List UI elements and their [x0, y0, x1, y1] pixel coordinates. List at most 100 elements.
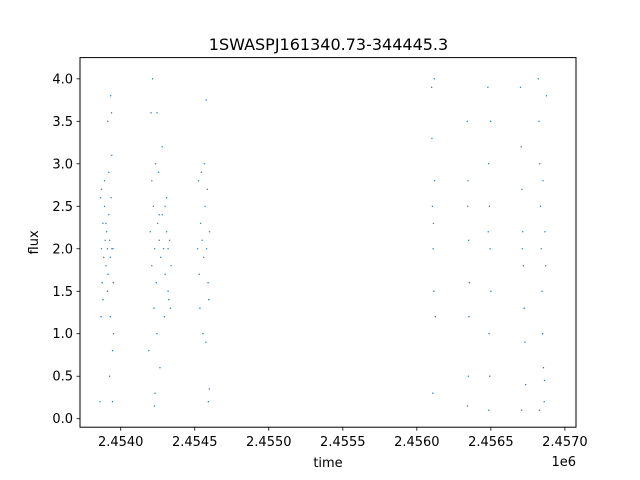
data-point	[170, 265, 172, 267]
data-point	[198, 273, 200, 275]
data-point	[433, 78, 436, 80]
data-point	[432, 248, 434, 250]
data-point	[206, 188, 209, 190]
data-point	[487, 163, 490, 165]
data-point	[107, 273, 109, 275]
data-point	[102, 256, 105, 258]
data-point	[157, 171, 160, 173]
data-point	[434, 316, 437, 318]
data-point	[208, 231, 211, 233]
data-point	[158, 214, 160, 216]
x-tick-label: 2.4555	[320, 435, 366, 450]
data-point	[431, 137, 433, 140]
data-point	[110, 197, 112, 199]
data-point	[488, 375, 491, 377]
data-point	[202, 333, 204, 335]
data-point	[521, 188, 523, 190]
data-point	[199, 222, 202, 224]
data-point	[544, 231, 546, 233]
data-point	[108, 375, 111, 377]
x-tick-label: 2.4545	[172, 435, 218, 450]
data-point	[165, 197, 168, 199]
y-tick-label: 0.0	[52, 412, 73, 427]
data-point	[168, 299, 170, 301]
data-point	[100, 248, 103, 250]
data-point	[111, 350, 114, 352]
data-point	[204, 205, 206, 207]
data-point	[524, 341, 526, 343]
data-point	[467, 180, 469, 182]
y-tick-label: 3.5	[52, 115, 73, 130]
x-tick-label: 2.4550	[246, 435, 292, 450]
data-point	[106, 248, 109, 250]
x-axis-offset-label: 1e6	[551, 455, 576, 470]
data-point	[153, 405, 156, 407]
data-point	[152, 205, 154, 207]
data-point	[467, 375, 470, 377]
data-point	[543, 401, 545, 403]
data-point	[164, 205, 166, 207]
data-point	[103, 180, 106, 182]
data-point	[106, 120, 109, 123]
data-point	[165, 231, 168, 233]
data-point	[151, 180, 153, 182]
x-tick-label: 2.4560	[394, 435, 440, 450]
data-point	[542, 180, 544, 182]
data-point	[102, 222, 104, 224]
data-point	[161, 146, 163, 148]
data-point	[112, 333, 115, 335]
data-point	[430, 86, 433, 89]
data-point	[199, 307, 201, 309]
data-point	[108, 239, 111, 241]
data-point	[151, 78, 154, 80]
y-tick-label: 2.5	[52, 200, 73, 215]
data-point	[153, 307, 155, 309]
data-point	[542, 367, 545, 369]
data-point	[100, 188, 103, 190]
data-point	[158, 239, 160, 241]
data-point	[520, 409, 523, 411]
data-point	[432, 392, 434, 394]
data-point	[543, 379, 546, 382]
data-point	[489, 248, 491, 250]
data-point	[155, 282, 157, 284]
data-point	[537, 78, 539, 80]
data-point	[207, 282, 209, 284]
data-point	[490, 290, 492, 292]
data-point	[156, 112, 158, 114]
data-point	[154, 248, 156, 250]
data-point	[432, 222, 435, 224]
y-tick-label: 2.0	[52, 242, 73, 257]
data-point	[105, 231, 108, 233]
data-point	[208, 299, 210, 301]
data-point	[156, 333, 158, 335]
data-point	[109, 256, 112, 258]
data-point	[108, 214, 110, 216]
data-point	[154, 163, 157, 165]
data-point	[488, 409, 490, 411]
data-point	[154, 392, 156, 394]
data-point	[167, 290, 169, 292]
data-point	[149, 231, 152, 233]
data-point	[150, 112, 152, 114]
data-point	[197, 248, 199, 250]
data-point	[151, 265, 153, 267]
data-point	[541, 333, 544, 335]
x-axis-label: time	[313, 456, 342, 471]
data-point	[205, 99, 207, 101]
data-point	[538, 409, 541, 411]
plot-area	[99, 78, 548, 411]
y-tick-label: 3.0	[52, 157, 73, 172]
data-point	[520, 146, 522, 148]
data-point	[203, 163, 206, 165]
data-point	[169, 307, 172, 309]
data-point	[103, 205, 106, 207]
data-point	[488, 333, 490, 335]
plot-frame	[79, 57, 577, 428]
y-axis: 0.0 0.5 1.0 1.5 2.0 2.5 3.0 3.5 4.0	[52, 72, 80, 427]
data-point	[541, 290, 543, 292]
data-point	[101, 282, 103, 284]
data-point	[544, 265, 547, 267]
y-tick-label: 1.0	[52, 327, 73, 342]
